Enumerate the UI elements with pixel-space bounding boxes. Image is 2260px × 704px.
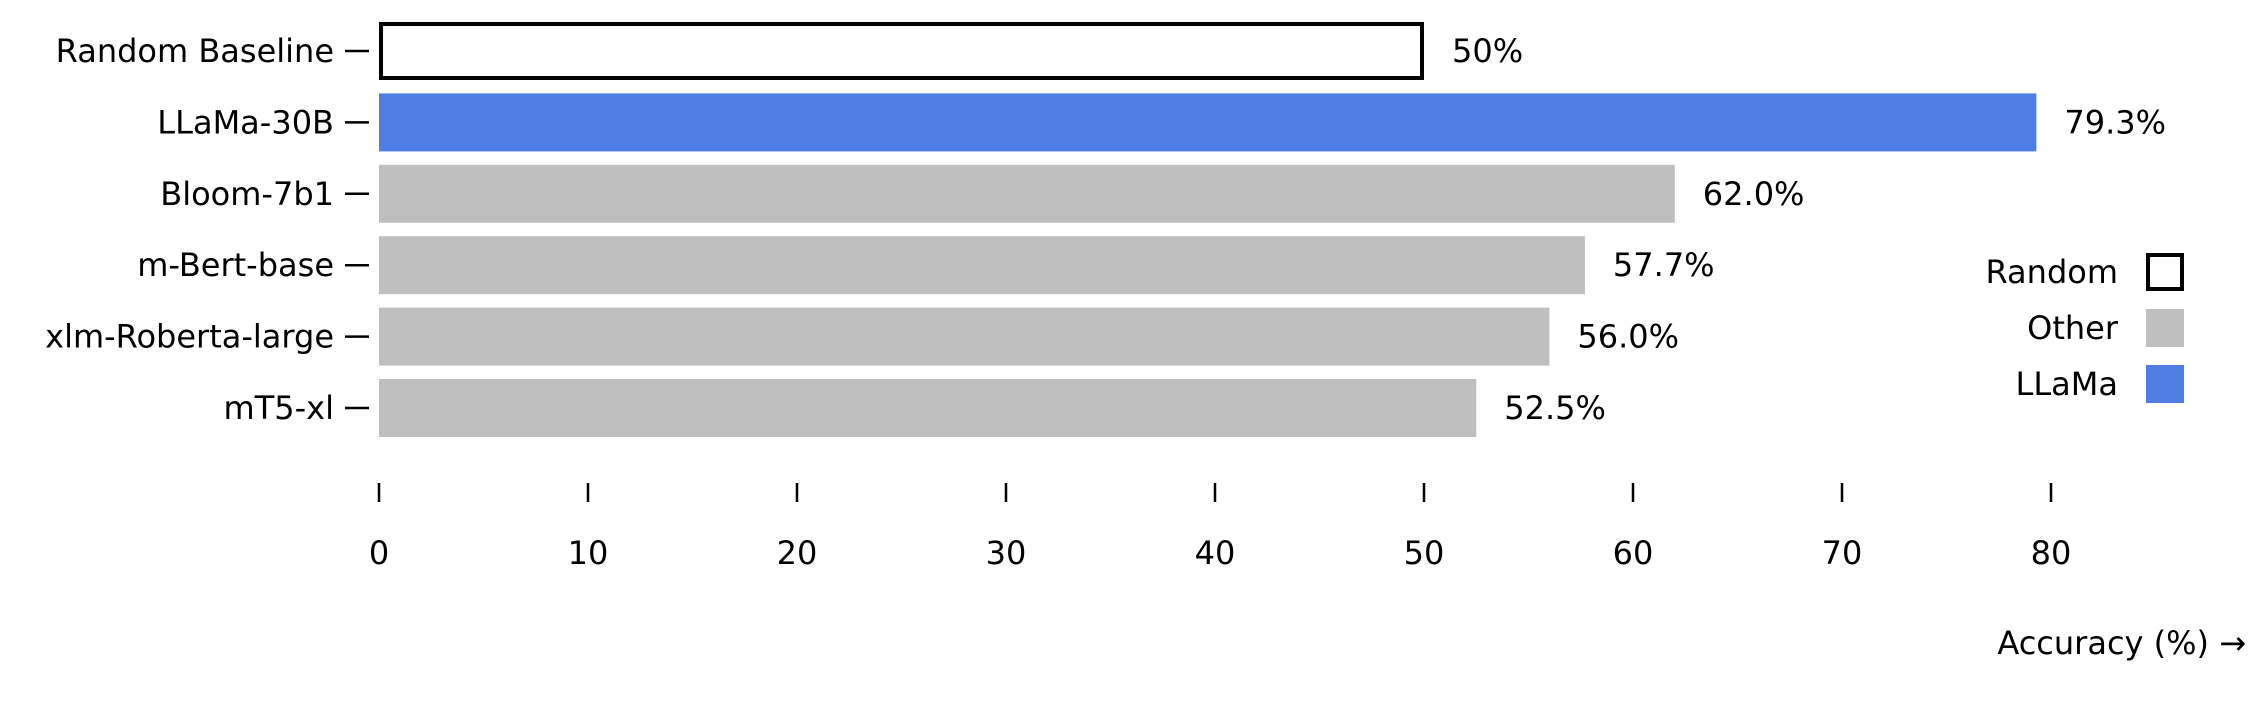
x-tick-label-20: 20 bbox=[777, 534, 818, 572]
bar-llama-30b bbox=[379, 93, 2037, 152]
value-label-bloom-7b1: 62.0% bbox=[1703, 175, 1805, 213]
legend-label-other: Other bbox=[2027, 309, 2119, 347]
x-tick-label-40: 40 bbox=[1195, 534, 1236, 572]
value-label-random-baseline: 50% bbox=[1452, 32, 1523, 70]
legend: Random Other LLaMa bbox=[1986, 253, 2184, 403]
bars-group bbox=[379, 22, 2037, 437]
category-label-mt5-xl: mT5-xl bbox=[224, 389, 334, 427]
value-label-mt5-xl: 52.5% bbox=[1504, 389, 1606, 427]
x-axis: 0 10 20 30 40 50 60 70 80 bbox=[369, 483, 2072, 572]
value-label-xlm-roberta-large: 56.0% bbox=[1577, 318, 1679, 356]
category-labels-group: Random Baseline LLaMa-30B Bloom-7b1 m-Bert-… bbox=[45, 32, 369, 427]
value-labels-group: 50% 79.3% 62.0% 57.7% 56.0% 52.5% bbox=[1452, 32, 2166, 427]
legend-swatch-random bbox=[2146, 253, 2184, 291]
x-tick-label-70: 70 bbox=[1822, 534, 1863, 572]
x-tick-label-10: 10 bbox=[568, 534, 609, 572]
bar-random-baseline bbox=[379, 22, 1424, 80]
x-axis-title: Accuracy (%) → bbox=[1997, 624, 2246, 662]
bar-bloom-7b1 bbox=[379, 164, 1675, 223]
category-label-llama-30b: LLaMa-30B bbox=[157, 103, 334, 141]
legend-swatch-other bbox=[2146, 309, 2184, 347]
x-tick-label-0: 0 bbox=[369, 534, 389, 572]
x-tick-label-30: 30 bbox=[986, 534, 1027, 572]
bar-m-bert-base bbox=[379, 236, 1585, 295]
category-label-bloom-7b1: Bloom-7b1 bbox=[160, 175, 334, 213]
category-label-xlm-roberta-large: xlm-Roberta-large bbox=[45, 318, 334, 356]
x-tick-label-80: 80 bbox=[2031, 534, 2072, 572]
legend-label-random: Random bbox=[1986, 253, 2118, 291]
x-tick-label-50: 50 bbox=[1404, 534, 1445, 572]
bar-mt5-xl bbox=[379, 379, 1477, 437]
legend-label-llama: LLaMa bbox=[2016, 365, 2118, 403]
bar-xlm-roberta-large bbox=[379, 307, 1550, 366]
category-label-random-baseline: Random Baseline bbox=[56, 32, 334, 70]
category-label-m-bert-base: m-Bert-base bbox=[137, 246, 334, 284]
value-label-llama-30b: 79.3% bbox=[2064, 103, 2166, 141]
legend-swatch-llama bbox=[2146, 365, 2184, 403]
x-tick-label-60: 60 bbox=[1613, 534, 1654, 572]
value-label-m-bert-base: 57.7% bbox=[1613, 246, 1715, 284]
